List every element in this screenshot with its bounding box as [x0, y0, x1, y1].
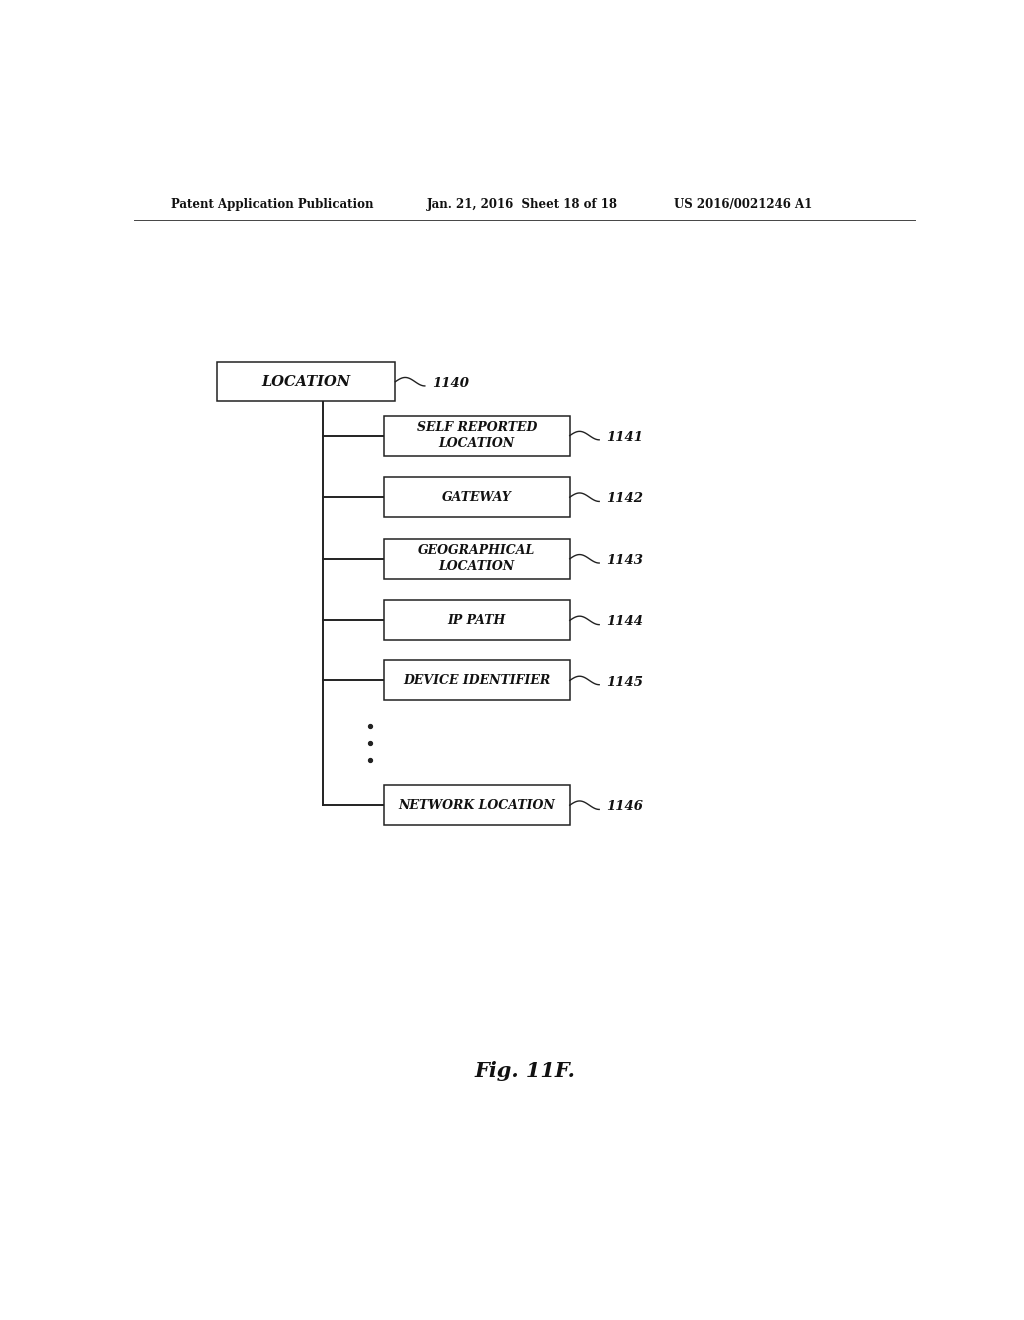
Text: DEVICE IDENTIFIER: DEVICE IDENTIFIER: [403, 675, 550, 686]
Text: 1141: 1141: [606, 430, 643, 444]
FancyBboxPatch shape: [384, 478, 569, 517]
Text: 1144: 1144: [606, 615, 643, 628]
Text: SELF REPORTED
LOCATION: SELF REPORTED LOCATION: [417, 421, 537, 450]
Text: 1142: 1142: [606, 492, 643, 506]
FancyBboxPatch shape: [384, 416, 569, 455]
Text: Jan. 21, 2016  Sheet 18 of 18: Jan. 21, 2016 Sheet 18 of 18: [426, 198, 617, 211]
Text: GEOGRAPHICAL
LOCATION: GEOGRAPHICAL LOCATION: [418, 544, 536, 573]
FancyBboxPatch shape: [217, 363, 395, 401]
Text: 1140: 1140: [432, 376, 469, 389]
Text: 1145: 1145: [606, 676, 643, 689]
Text: 1146: 1146: [606, 800, 643, 813]
Text: Fig. 11F.: Fig. 11F.: [474, 1061, 575, 1081]
FancyBboxPatch shape: [384, 785, 569, 825]
Text: US 2016/0021246 A1: US 2016/0021246 A1: [675, 198, 813, 211]
Text: LOCATION: LOCATION: [262, 375, 351, 388]
FancyBboxPatch shape: [384, 601, 569, 640]
Text: IP PATH: IP PATH: [447, 614, 506, 627]
FancyBboxPatch shape: [384, 539, 569, 579]
FancyBboxPatch shape: [384, 660, 569, 701]
Text: GATEWAY: GATEWAY: [442, 491, 512, 504]
Text: Patent Application Publication: Patent Application Publication: [171, 198, 373, 211]
Text: NETWORK LOCATION: NETWORK LOCATION: [398, 799, 555, 812]
Text: 1143: 1143: [606, 554, 643, 566]
